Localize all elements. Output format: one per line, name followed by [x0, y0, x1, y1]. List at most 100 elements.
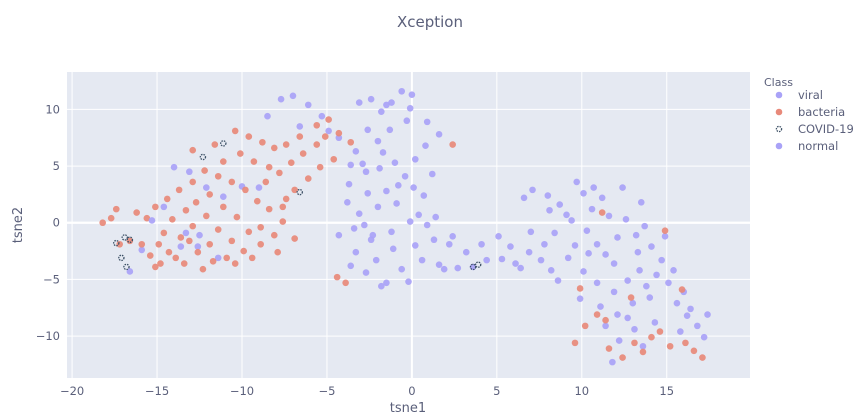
data-point-viral [580, 189, 587, 197]
data-point-viral [661, 233, 669, 240]
data-point-viral [389, 245, 397, 253]
data-point-bacteria [690, 347, 698, 355]
data-point-normal [364, 126, 372, 134]
data-point-viral [483, 256, 490, 264]
data-point-viral [277, 95, 285, 103]
data-point-viral [462, 248, 470, 256]
data-point-bacteria [236, 150, 244, 157]
data-point-bacteria [257, 240, 264, 248]
data-point-viral [411, 242, 419, 249]
data-point-bacteria [172, 254, 180, 262]
data-point-normal [554, 277, 562, 284]
data-point-viral [289, 92, 297, 100]
data-point-bacteria [270, 231, 278, 239]
data-point-normal [196, 231, 203, 239]
data-point-bacteria [648, 333, 655, 341]
data-point-viral [673, 299, 681, 307]
data-point-bacteria [233, 213, 241, 221]
data-point-bacteria [639, 348, 647, 356]
data-point-viral [374, 203, 382, 211]
data-point-normal [345, 180, 353, 188]
data-point-bacteria [211, 141, 219, 148]
legend-label: COVID-19 [798, 122, 854, 136]
data-point-viral [220, 193, 227, 200]
data-point-covid-19 [296, 188, 304, 196]
data-point-bacteria [619, 354, 626, 361]
y-tick-label: 0 [53, 216, 60, 230]
x-tick-label: 15 [659, 384, 674, 398]
data-point-viral [512, 260, 519, 267]
data-point-normal [541, 240, 548, 248]
legend-marker [775, 142, 783, 150]
data-point-viral [632, 231, 640, 239]
data-point-bacteria [206, 240, 214, 248]
data-point-bacteria [133, 209, 140, 216]
data-point-bacteria [231, 260, 239, 267]
data-point-viral [576, 295, 584, 302]
data-point-bacteria [605, 345, 613, 352]
data-point-bacteria [146, 252, 154, 259]
data-point-viral [410, 184, 417, 191]
data-point-viral [435, 261, 443, 268]
data-point-viral [401, 172, 409, 180]
data-point-viral [388, 99, 395, 106]
data-point-viral [571, 242, 579, 249]
x-tick-label: −15 [145, 384, 169, 398]
data-point-normal [403, 117, 411, 125]
data-point-bacteria [593, 311, 601, 318]
data-point-bacteria [194, 248, 202, 256]
data-point-viral [335, 134, 343, 142]
data-point-normal [610, 260, 618, 267]
data-point-bacteria [287, 159, 295, 166]
data-point-bacteria [274, 248, 281, 256]
legend-label: bacteria [798, 105, 845, 119]
data-point-normal [440, 265, 448, 273]
data-point-bacteria [143, 214, 151, 222]
data-point-viral [615, 337, 623, 344]
x-tick-label: 10 [574, 384, 589, 398]
data-point-viral [376, 165, 383, 172]
data-point-bacteria [248, 254, 256, 262]
data-point-viral [529, 186, 536, 194]
data-point-viral [362, 168, 370, 176]
data-point-normal [383, 101, 390, 109]
data-point-viral [598, 194, 606, 202]
legend-marker [775, 108, 783, 116]
data-points [99, 87, 711, 366]
data-point-normal [449, 233, 456, 240]
data-point-viral [454, 264, 462, 272]
data-point-bacteria [678, 286, 686, 293]
data-point-bacteria [112, 205, 120, 213]
data-point-bacteria [270, 144, 278, 152]
data-point-bacteria [335, 129, 343, 137]
data-point-normal [369, 231, 377, 239]
data-point-viral [296, 123, 304, 130]
data-point-bacteria [186, 237, 193, 245]
data-point-viral [418, 256, 426, 264]
data-point-bacteria [157, 260, 164, 267]
data-point-bacteria [201, 167, 208, 174]
data-point-bacteria [253, 197, 261, 205]
data-point-covid-19 [126, 236, 134, 243]
y-tick-label: 5 [53, 159, 60, 173]
data-point-bacteria [449, 141, 456, 148]
data-point-normal [624, 314, 631, 322]
data-point-viral [325, 127, 332, 135]
data-point-viral [639, 342, 647, 350]
data-point-bacteria [656, 328, 664, 335]
data-point-normal [378, 282, 385, 290]
data-point-viral [355, 99, 363, 106]
data-point-normal [148, 217, 156, 224]
data-point-bacteria [682, 339, 689, 347]
data-point-bacteria [666, 342, 674, 350]
data-point-bacteria [581, 322, 589, 330]
data-point-bacteria [661, 227, 669, 234]
data-point-bacteria [160, 229, 168, 237]
data-point-normal [700, 333, 708, 341]
data-point-viral [593, 240, 601, 248]
data-point-viral [430, 236, 438, 244]
data-point-bacteria [175, 186, 183, 194]
data-point-bacteria [699, 354, 706, 361]
data-point-bacteria [279, 203, 287, 211]
data-point-viral [605, 212, 613, 220]
